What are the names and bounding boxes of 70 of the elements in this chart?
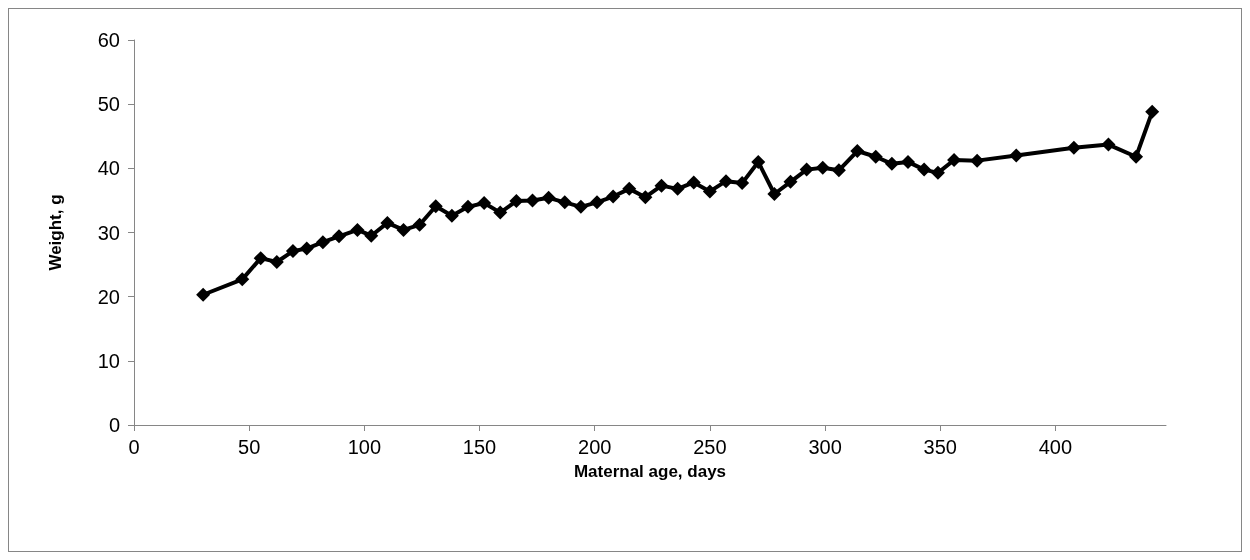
y-tick-label: 60 <box>97 29 120 51</box>
point <box>799 162 814 177</box>
point <box>428 199 443 214</box>
point <box>783 174 798 189</box>
x-tick-label: 150 <box>462 436 497 458</box>
point <box>1145 104 1160 119</box>
point <box>509 194 524 209</box>
point <box>493 205 508 220</box>
point <box>285 244 300 259</box>
y-tick-label: 40 <box>97 157 120 180</box>
point <box>751 154 766 169</box>
point <box>196 287 211 302</box>
x-tick-label: 350 <box>923 436 957 458</box>
point <box>364 228 379 243</box>
point <box>557 195 572 210</box>
y-tick-label: 0 <box>108 414 120 436</box>
x-tick-label: 300 <box>808 436 842 458</box>
x-axis-title: Maternal age, days <box>573 462 727 481</box>
point <box>970 153 985 168</box>
point <box>235 272 250 287</box>
x-tick-label: 400 <box>1038 436 1073 458</box>
point <box>573 199 588 214</box>
point <box>884 156 899 171</box>
y-axis-title: Weight, g <box>46 194 65 271</box>
point <box>868 149 883 164</box>
point <box>525 193 540 208</box>
point <box>831 163 846 178</box>
point <box>767 187 782 201</box>
point <box>253 251 268 266</box>
y-tick-label: 50 <box>97 93 120 116</box>
point <box>947 152 962 167</box>
point <box>299 241 314 256</box>
y-tick-label: 30 <box>97 221 120 244</box>
point <box>702 184 717 199</box>
point <box>901 154 915 169</box>
x-tick-label: 200 <box>578 436 612 458</box>
point <box>735 176 750 191</box>
point <box>461 199 476 214</box>
y-tick-label: 20 <box>97 285 120 308</box>
x-tick-label: 50 <box>238 436 261 458</box>
y-tick-label: 10 <box>97 349 120 372</box>
point <box>315 235 330 250</box>
x-tick-label: 250 <box>693 436 727 458</box>
point <box>638 190 653 205</box>
point <box>719 174 734 189</box>
point <box>1129 149 1144 164</box>
x-tick-label: 100 <box>347 436 382 458</box>
point <box>670 181 685 196</box>
point <box>850 144 865 159</box>
point <box>917 162 932 177</box>
point <box>444 208 459 223</box>
x-tick-label: 0 <box>128 436 140 458</box>
point <box>606 189 621 204</box>
point <box>332 229 347 244</box>
point <box>686 175 701 190</box>
point <box>1101 137 1116 152</box>
point <box>396 222 411 237</box>
point <box>815 160 830 175</box>
point <box>1009 148 1024 163</box>
point <box>541 190 556 205</box>
point <box>380 215 395 230</box>
point <box>269 255 284 270</box>
point <box>412 217 427 232</box>
point <box>930 165 945 180</box>
point <box>350 222 365 237</box>
point <box>1066 140 1081 155</box>
point <box>590 195 605 210</box>
point <box>654 178 669 193</box>
point <box>477 195 492 210</box>
point <box>622 181 637 196</box>
